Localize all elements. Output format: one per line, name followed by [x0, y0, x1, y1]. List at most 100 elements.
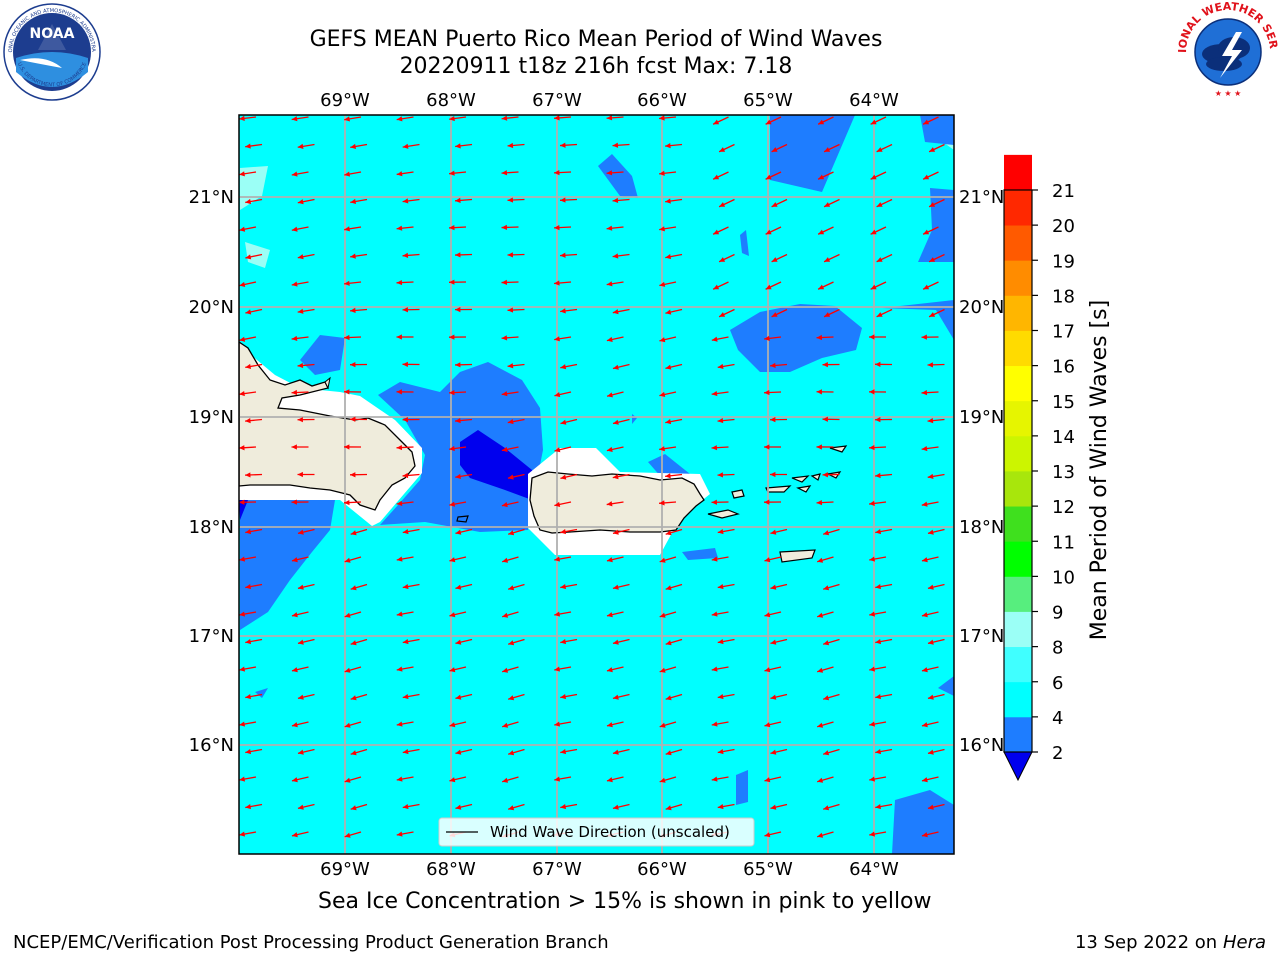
wave-direction-arrow — [921, 721, 939, 728]
lon-label-top: 68°W — [426, 90, 476, 111]
wave-direction-arrow — [659, 281, 677, 287]
wave-direction-arrow — [717, 417, 735, 424]
wave-direction-arrow — [717, 693, 735, 700]
lat-label-left: 21°N — [189, 187, 234, 208]
wave-direction-arrow — [921, 556, 939, 563]
wave-direction-arrow — [554, 556, 572, 562]
wave-direction-arrow — [606, 721, 624, 728]
wave-direction-arrow — [297, 362, 315, 369]
wave-direction-arrow — [921, 666, 939, 673]
wave-direction-arrow — [769, 471, 788, 478]
wave-direction-arrow — [876, 143, 893, 153]
wave-direction-arrow — [922, 226, 939, 235]
wave-direction-arrow — [454, 252, 473, 258]
wave-direction-arrow — [501, 115, 519, 121]
wave-direction-arrow — [717, 472, 735, 478]
wave-direction-arrow — [875, 638, 893, 645]
wave-direction-arrow — [869, 776, 887, 782]
wave-direction-arrow — [711, 336, 729, 342]
footer-date: 13 Sep 2022 on Hera — [1075, 932, 1266, 953]
wave-direction-arrow — [508, 803, 525, 811]
wave-direction-arrow — [823, 638, 840, 646]
wave-direction-arrow — [612, 583, 630, 590]
wave-direction-arrow — [350, 583, 368, 591]
wave-direction-arrow — [297, 143, 315, 149]
wave-direction-arrow — [349, 362, 368, 368]
wave-direction-arrow — [927, 362, 945, 368]
wave-direction-arrow — [554, 776, 572, 782]
wave-direction-arrow — [665, 693, 683, 701]
wave-direction-arrow — [507, 307, 525, 313]
wave-direction-arrow — [343, 389, 362, 395]
wave-direction-arrow — [507, 473, 525, 480]
wave-direction-arrow — [402, 307, 420, 313]
wave-direction-arrow — [606, 281, 624, 287]
wave-direction-arrow — [606, 225, 624, 231]
wave-direction-arrow — [659, 115, 677, 121]
lon-label-bottom: 65°W — [743, 859, 793, 880]
wave-direction-arrow — [291, 831, 309, 838]
wave-direction-arrow — [921, 501, 939, 507]
wave-direction-arrow — [816, 389, 834, 395]
wave-direction-arrow — [455, 417, 473, 424]
wave-direction-arrow — [665, 418, 683, 425]
wave-direction-arrow — [717, 528, 735, 535]
wave-direction-arrow — [239, 611, 257, 617]
wave-direction-arrow — [343, 334, 362, 341]
wave-direction-arrow — [928, 198, 945, 208]
wave-direction-arrow — [817, 281, 834, 290]
wave-direction-arrow — [239, 721, 257, 727]
wave-direction-arrow — [245, 363, 263, 370]
wave-direction-arrow — [560, 473, 578, 480]
wave-direction-arrow — [823, 253, 840, 263]
wave-direction-arrow — [822, 362, 840, 368]
wave-direction-arrow — [823, 803, 840, 811]
colorbar-segment — [1004, 681, 1032, 718]
wave-direction-arrow — [665, 363, 683, 370]
wave-direction-arrow — [508, 693, 525, 701]
wave-direction-arrow — [665, 748, 683, 756]
wave-direction-arrow — [771, 198, 788, 208]
wave-direction-arrow — [402, 472, 420, 479]
wave-direction-arrow — [659, 776, 677, 783]
wave-direction-arrow — [560, 528, 578, 535]
wave-direction-arrow — [765, 116, 782, 125]
lon-label-bottom: 69°W — [320, 859, 370, 880]
wave-direction-arrow — [718, 198, 735, 208]
colorbar-segment — [1004, 716, 1032, 753]
footer-machine: Hera — [1222, 932, 1266, 953]
wave-direction-arrow — [711, 556, 729, 562]
wave-direction-arrow — [765, 281, 782, 290]
wave-direction-arrow — [928, 143, 945, 153]
wave-direction-arrow — [659, 170, 677, 176]
wave-direction-arrow — [770, 362, 788, 369]
wave-direction-arrow — [560, 418, 578, 425]
wave-direction-arrow — [508, 528, 525, 536]
wave-direction-arrow — [402, 361, 420, 367]
noaa-logo-text: NOAA — [30, 26, 75, 42]
wave-direction-arrow — [402, 198, 420, 204]
wave-direction-arrow — [507, 363, 525, 369]
wave-direction-arrow — [921, 445, 939, 452]
colorbar-tick: 13 — [1052, 462, 1075, 483]
wave-direction-arrow — [927, 418, 945, 424]
wave-direction-arrow — [711, 390, 729, 397]
lat-label-right: 16°N — [959, 735, 1004, 756]
wave-direction-arrow — [508, 638, 525, 646]
wave-direction-arrow — [501, 501, 519, 508]
wave-direction-arrow — [665, 143, 683, 149]
colorbar-tick: 15 — [1052, 392, 1075, 413]
wave-direction-arrow — [402, 417, 420, 423]
wave-direction-arrow — [344, 666, 362, 673]
wave-direction-arrow — [659, 446, 677, 452]
wave-direction-arrow — [717, 748, 735, 755]
wave-direction-arrow — [659, 611, 677, 618]
wave-direction-arrow — [817, 116, 834, 125]
wave-direction-arrow — [350, 143, 368, 150]
wave-direction-arrow — [659, 226, 677, 232]
colorbar-segment — [1004, 295, 1032, 331]
colorbar-tick: 18 — [1052, 286, 1075, 307]
wave-direction-arrow — [665, 253, 683, 260]
lat-label-right: 20°N — [959, 297, 1004, 318]
wave-direction-arrow — [245, 253, 263, 260]
